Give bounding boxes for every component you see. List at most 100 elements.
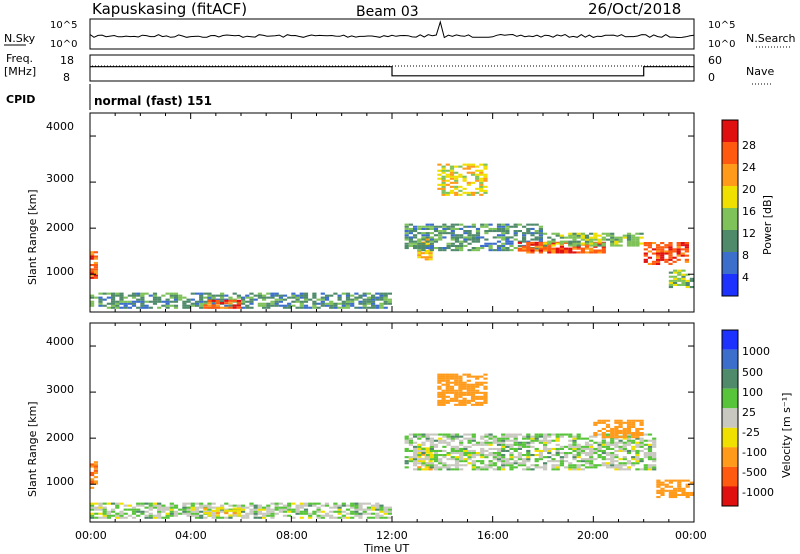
data-cell [601, 464, 606, 467]
data-cell [190, 512, 195, 515]
data-cell [329, 302, 334, 305]
data-cell [429, 232, 434, 235]
data-cell [337, 298, 342, 301]
data-cell [681, 275, 686, 278]
data-cell [534, 230, 539, 233]
data-cell [441, 191, 446, 194]
data-cell [270, 508, 275, 511]
data-cell [568, 236, 573, 239]
data-cell [320, 300, 325, 303]
data-cell [584, 458, 590, 461]
data-cell [622, 234, 627, 237]
data-cell [140, 292, 145, 295]
data-cell [421, 449, 426, 452]
data-cell [458, 375, 463, 378]
data-cell [438, 247, 443, 250]
data-cell [496, 454, 502, 457]
data-cell [467, 454, 472, 457]
data-cell [572, 437, 577, 440]
data-cell [446, 464, 451, 467]
data-cell [441, 403, 446, 406]
data-cell [538, 247, 543, 250]
data-cell [589, 464, 594, 467]
data-cell [182, 504, 187, 507]
data-cell [366, 516, 371, 519]
data-cell [249, 296, 254, 299]
data-cell [379, 302, 384, 305]
data-cell [530, 238, 535, 241]
data-cell [479, 395, 484, 398]
data-cell [681, 489, 686, 492]
data-cell [538, 241, 543, 244]
data-cell [462, 163, 467, 166]
data-cell [441, 377, 446, 380]
data-cell [262, 508, 267, 511]
data-cell [111, 294, 116, 297]
data-cell [643, 260, 648, 263]
data-cell [371, 306, 376, 309]
data-cell [496, 437, 502, 440]
data-cell [509, 435, 514, 438]
power-colorbar-swatch [722, 208, 738, 230]
data-cell [680, 252, 685, 255]
data-cell [656, 246, 661, 249]
velocity-axis-ticks [89, 323, 695, 522]
data-cell [408, 460, 413, 463]
data-cell [420, 256, 426, 259]
data-cell [257, 516, 262, 519]
data-cell [303, 298, 309, 301]
data-cell [274, 512, 279, 515]
data-cell [194, 512, 200, 515]
data-cell [572, 240, 577, 243]
data-cell [601, 242, 606, 245]
data-cell [601, 238, 606, 241]
data-cell [152, 504, 158, 507]
data-cell [576, 460, 581, 463]
data-cell [157, 306, 162, 309]
data-cell [631, 240, 636, 243]
data-cell [475, 247, 481, 250]
data-cell [341, 504, 346, 507]
data-cell [358, 508, 363, 511]
data-cell [425, 433, 430, 436]
data-cell [413, 234, 418, 237]
data-cell [643, 242, 648, 245]
data-cell [635, 242, 640, 245]
data-cell [425, 234, 430, 237]
xtick-2400: 00:00 [675, 529, 707, 542]
data-cell [572, 247, 577, 250]
data-cell [635, 458, 640, 461]
data-cell [446, 227, 451, 230]
data-cell [639, 423, 644, 426]
data-cell [605, 454, 611, 457]
data-cell [488, 227, 493, 230]
data-cell [572, 245, 577, 248]
data-cell [459, 441, 464, 444]
data-cell [501, 468, 506, 471]
data-cell [505, 460, 510, 463]
data-cell [445, 179, 450, 182]
data-cell [362, 292, 367, 295]
data-cell [417, 244, 422, 247]
data-cell [639, 439, 644, 442]
data-cell [161, 508, 166, 511]
data-cell [501, 437, 506, 440]
data-cell [463, 238, 468, 241]
power-cb-tick-4: 4 [742, 271, 749, 284]
data-cell [601, 462, 606, 465]
power-cb-tick-12: 12 [742, 227, 756, 240]
data-cell [438, 433, 443, 436]
data-cell [593, 447, 598, 450]
data-cell [459, 468, 464, 471]
data-cell [526, 243, 531, 246]
data-cell [425, 456, 430, 459]
data-cell [459, 454, 464, 457]
data-cell [413, 447, 418, 450]
vel-cb-tick-neg25: -25 [742, 426, 760, 439]
data-cell [488, 462, 493, 465]
data-cell [605, 466, 611, 469]
data-cell [371, 512, 376, 515]
data-cell [274, 508, 279, 511]
data-cell [618, 240, 623, 243]
data-cell [449, 173, 455, 176]
